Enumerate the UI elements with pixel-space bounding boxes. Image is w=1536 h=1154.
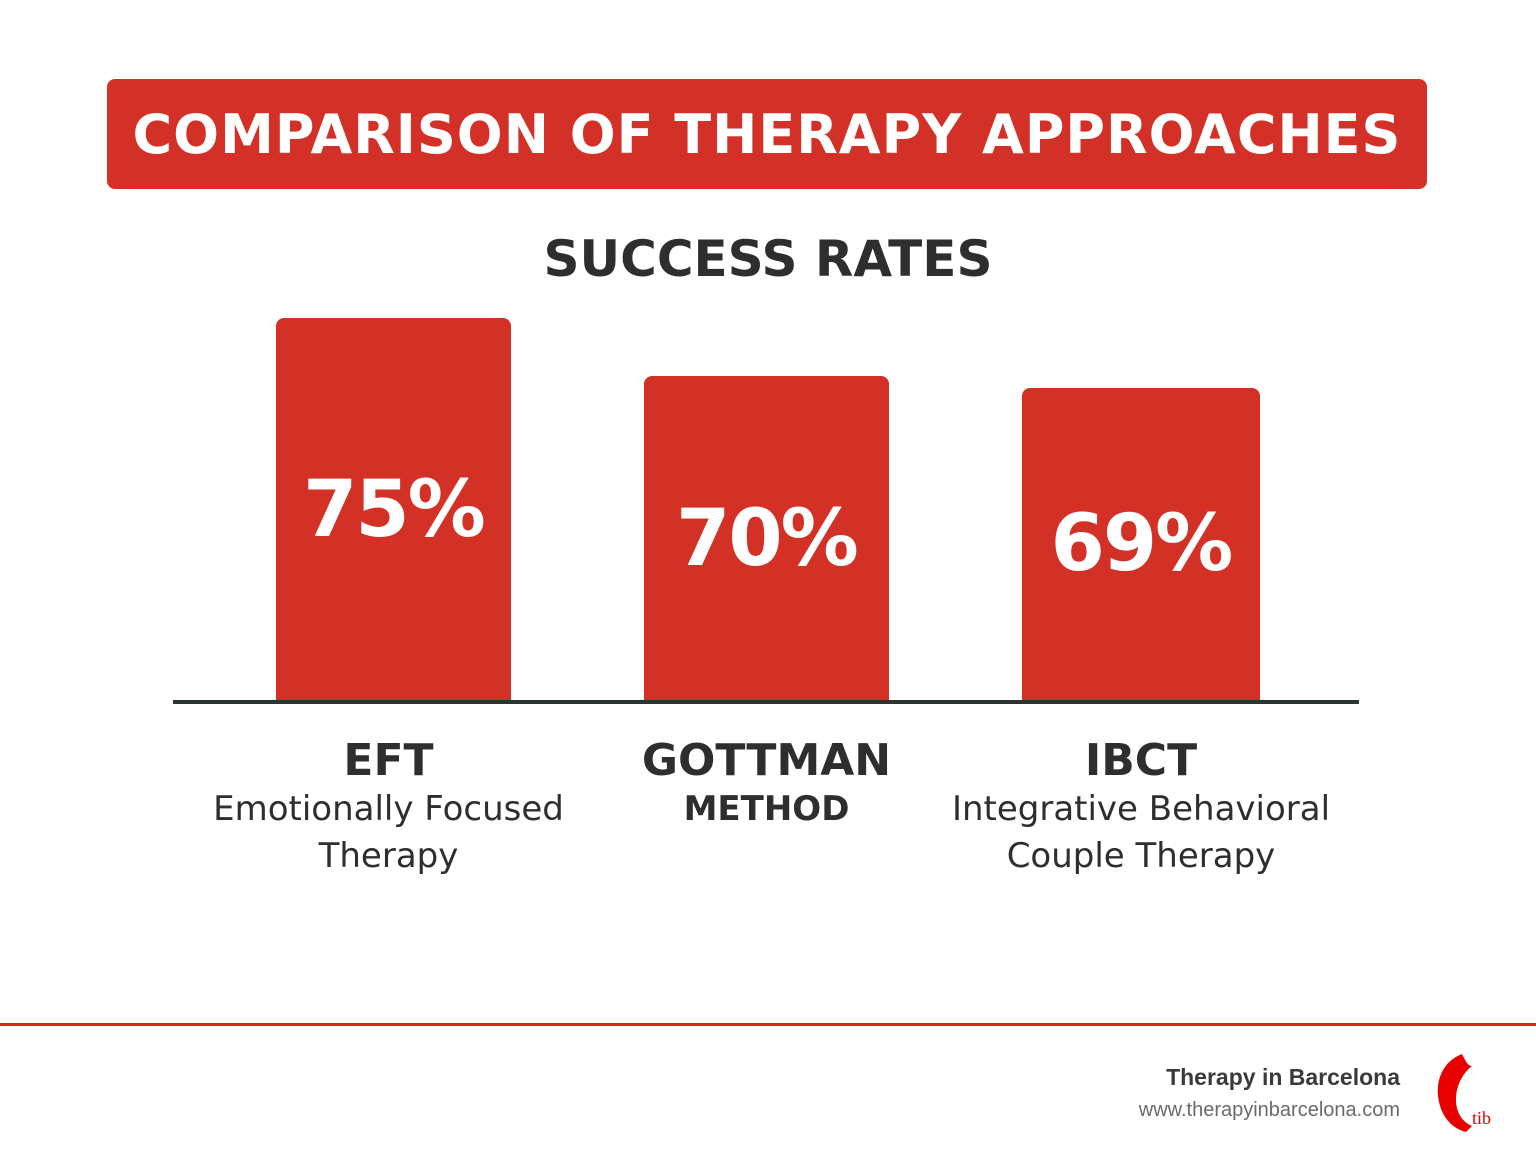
category-label: GOTTMAN METHOD [557,735,977,833]
category-abbr: IBCT [1084,735,1198,786]
chart-title: SUCCESS RATES [543,230,993,288]
data-label: 69% [1050,499,1234,590]
footer-brand: Therapy in Barcelona www.therapyinbarcel… [1139,1064,1400,1122]
footer-divider [0,1023,1536,1026]
tib-logo-icon: tib [1437,1054,1491,1132]
brand-name: Therapy in Barcelona [1166,1064,1400,1090]
x-axis-line [173,700,1359,704]
category-description: METHOD [683,789,850,829]
category-description: Emotionally Focused Therapy [213,789,564,876]
category-description: Integrative Behavioral Couple Therapy [951,789,1331,876]
category-abbr: EFT [343,735,434,786]
chart-main-title: COMPARISON OF THERAPY APPROACHES [132,102,1402,166]
svg-text:tib: tib [1472,1108,1491,1128]
category-label: EFT Emotionally Focused Therapy [179,735,599,880]
bar-ibct: 69% [1022,387,1260,701]
bar-eft: 75% [276,318,511,701]
data-label: 70% [676,493,859,584]
brand-url[interactable]: www.therapyinbarcelona.com [1138,1099,1400,1121]
category-label: IBCT Integrative Behavioral Couple Therap… [931,735,1351,880]
title-banner: COMPARISON OF THERAPY APPROACHES [107,79,1427,189]
category-abbr: GOTTMAN [641,735,892,786]
data-label: 75% [303,464,486,555]
bar-gottman: 70% [644,376,889,701]
